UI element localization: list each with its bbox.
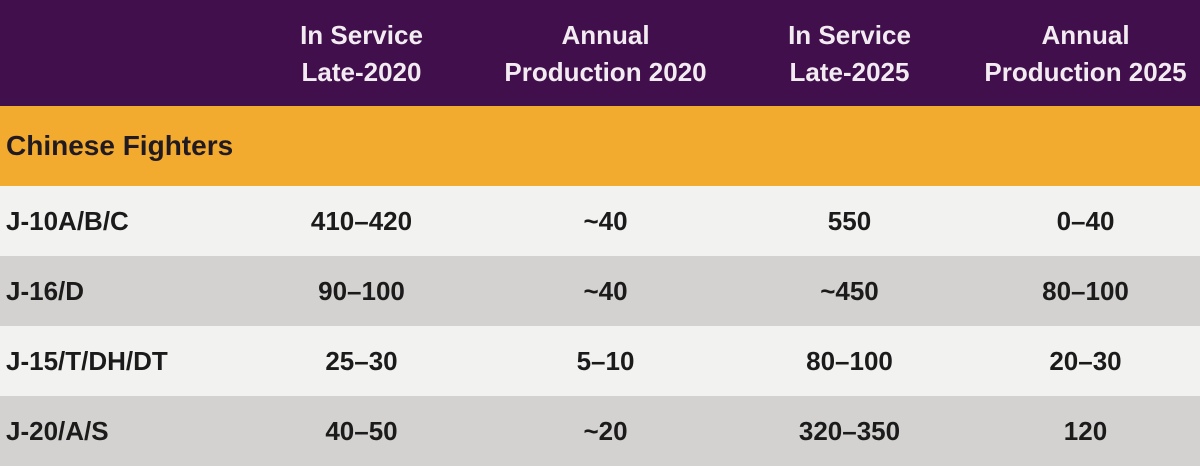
column-header-in-service-late-2025: In Service Late-2025 [728,22,971,85]
column-header-line: Annual [1041,19,1130,50]
column-header-line: In Service [788,19,911,50]
column-header-line: Late-2020 [301,56,422,87]
section-title-chinese-fighters: Chinese Fighters [6,130,234,161]
column-header-line: Production 2025 [984,56,1187,87]
column-header-annual-production-2020: Annual Production 2020 [483,22,728,85]
cell-in-service-2020: 90–100 [318,276,405,306]
cell-in-service-2025: 320–350 [798,416,901,446]
cell-annual-production-2020: ~40 [583,276,628,306]
cell-in-service-2020: 40–50 [325,416,398,446]
table-row-j-20: J-20/A/S 40–50 ~20 320–350 120 [0,396,1200,466]
column-header-in-service-late-2020: In Service Late-2020 [240,22,483,85]
column-header-line: Production 2020 [504,56,707,87]
row-label: J-10A/B/C [6,206,129,236]
cell-annual-production-2020: ~40 [583,206,628,236]
cell-annual-production-2020: ~20 [583,416,628,446]
column-header-annual-production-2025: Annual Production 2025 [971,22,1200,85]
column-header-line: In Service [300,19,423,50]
cell-annual-production-2020: 5–10 [576,346,635,376]
cell-annual-production-2025: 20–30 [1049,346,1122,376]
cell-annual-production-2025: 0–40 [1056,206,1115,236]
row-label: J-20/A/S [6,416,109,446]
cell-in-service-2025: 550 [827,206,872,236]
table-row-j-15: J-15/T/DH/DT 25–30 5–10 80–100 20–30 [0,326,1200,396]
section-header-row: Chinese Fighters [0,106,1200,186]
column-header-line: Annual [561,19,650,50]
table-row-j-16: J-16/D 90–100 ~40 ~450 80–100 [0,256,1200,326]
column-header-line: Late-2025 [789,56,910,87]
cell-annual-production-2025: 120 [1063,416,1108,446]
table-header-row: In Service Late-2020 Annual Production 2… [0,0,1200,106]
cell-annual-production-2025: 80–100 [1042,276,1129,306]
cell-in-service-2025: ~450 [820,276,879,306]
row-label: J-15/T/DH/DT [6,346,168,376]
cell-in-service-2020: 25–30 [325,346,398,376]
row-label: J-16/D [6,276,85,306]
cell-in-service-2025: 80–100 [806,346,893,376]
cell-in-service-2020: 410–420 [310,206,413,236]
table-row-j-10: J-10A/B/C 410–420 ~40 550 0–40 [0,186,1200,256]
